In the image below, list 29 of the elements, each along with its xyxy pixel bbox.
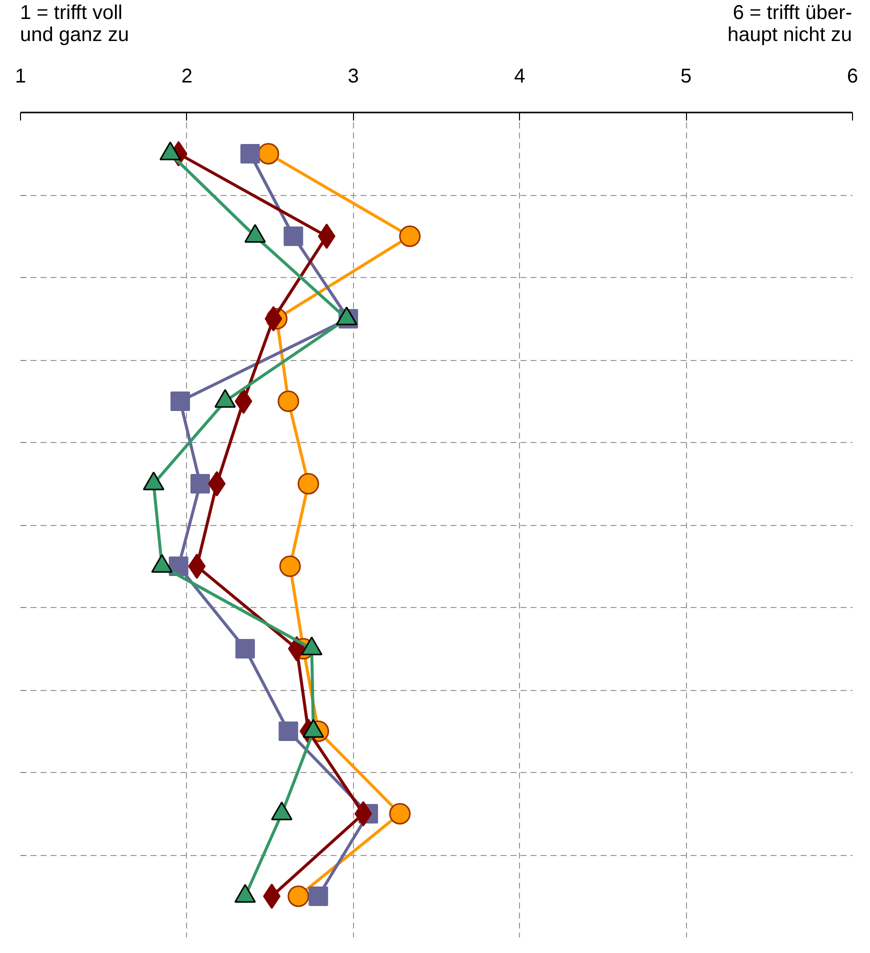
point bbox=[279, 556, 301, 577]
point bbox=[389, 803, 411, 824]
text: 1 = trifft voll und ganz zu bbox=[20, 2, 129, 46]
x-tick-label: 5 bbox=[680, 66, 692, 88]
point bbox=[235, 639, 255, 658]
point bbox=[354, 801, 372, 826]
point bbox=[318, 224, 336, 249]
point bbox=[308, 886, 328, 906]
point bbox=[188, 554, 206, 579]
x-tick-label: 1 bbox=[14, 66, 26, 88]
point bbox=[298, 473, 320, 494]
x-tick-label: 4 bbox=[514, 66, 526, 88]
x-tick-label: 6 bbox=[846, 66, 858, 88]
point bbox=[284, 226, 304, 246]
text: 6 = trifft über- haupt nicht zu bbox=[727, 2, 852, 46]
point bbox=[263, 884, 281, 909]
point bbox=[258, 143, 280, 164]
point bbox=[288, 886, 310, 907]
point bbox=[278, 390, 300, 412]
point bbox=[190, 474, 210, 494]
point bbox=[399, 226, 421, 247]
point bbox=[240, 144, 260, 164]
point bbox=[208, 471, 226, 496]
point bbox=[264, 306, 282, 332]
point bbox=[234, 388, 252, 414]
x-tick-label: 2 bbox=[181, 66, 192, 88]
point bbox=[170, 392, 190, 411]
x-tick-label: 3 bbox=[348, 66, 359, 88]
point bbox=[278, 722, 298, 741]
